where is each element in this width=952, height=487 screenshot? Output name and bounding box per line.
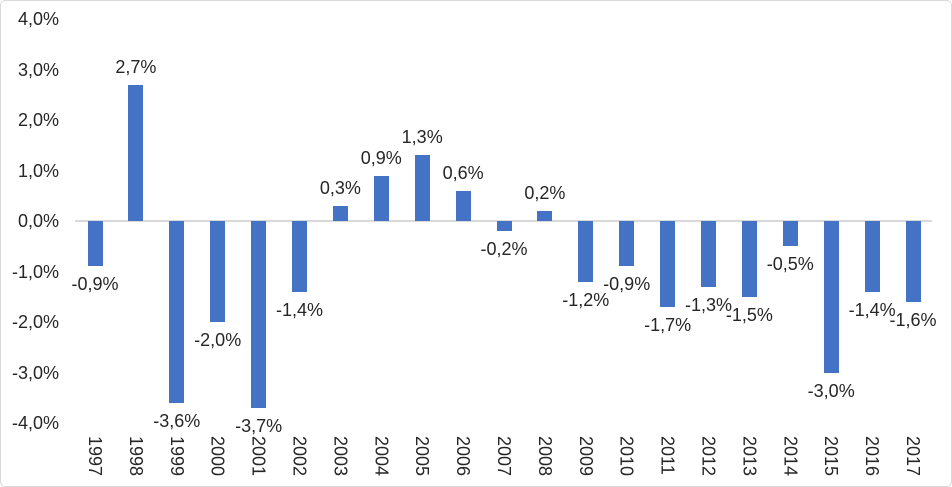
x-axis-zero-line [75, 219, 932, 222]
x-axis-category-label: 1997 [85, 436, 105, 477]
bar-data-label: -3,0% [807, 380, 855, 401]
bar-data-label: 1,3% [401, 127, 443, 148]
x-axis-category-label: 2007 [494, 436, 514, 477]
bar [169, 221, 185, 403]
x-axis-category-label: 2005 [412, 436, 433, 477]
bar [251, 221, 267, 408]
y-axis-tick-label: -2,0% [11, 312, 59, 332]
bar [741, 221, 757, 297]
x-axis-category-label: 2014 [780, 436, 801, 477]
bar [373, 175, 389, 221]
y-axis-tick-label: 0,0% [17, 211, 59, 231]
x-axis-category-label: 2000 [207, 436, 228, 477]
x-axis-category-label: 2012 [698, 436, 719, 477]
bar-data-label: -0,2% [480, 239, 528, 260]
bar-data-label: -1,2% [562, 289, 610, 310]
bar-data-label: -1,4% [848, 299, 896, 320]
x-axis-category-label: 2015 [821, 436, 842, 477]
x-axis-category-label: 2006 [453, 436, 474, 477]
y-axis-tick-label: 1,0% [17, 160, 59, 181]
x-axis-category-label: 2017 [903, 436, 923, 477]
bar [578, 221, 594, 282]
y-axis-tick-label: 3,0% [17, 59, 59, 80]
x-axis-category-label: 2011 [657, 436, 678, 475]
bar-data-label: -0,9% [603, 274, 651, 295]
x-axis-category-label: 1999 [166, 436, 187, 477]
x-axis-category-label: 2008 [534, 436, 555, 477]
bar [496, 221, 512, 232]
bar [87, 221, 103, 267]
x-axis-category-label: 2002 [289, 436, 310, 477]
bar [128, 84, 144, 221]
bar [455, 190, 471, 221]
bar [782, 221, 798, 247]
bar-data-label: 2,7% [115, 56, 157, 77]
bar-data-label: 0,9% [360, 147, 402, 168]
y-axis-tick-label: -4,0% [11, 413, 59, 433]
x-axis-category-label: 2010 [616, 436, 637, 477]
x-axis-category-label: 2004 [371, 436, 392, 477]
x-axis-category-label: 2009 [575, 436, 596, 477]
bar-data-label: -1,6% [889, 309, 937, 330]
bar-data-label: -2,0% [194, 330, 242, 350]
x-axis-category-label: 1998 [125, 436, 146, 477]
y-axis-tick-label: -1,0% [11, 261, 59, 282]
x-axis-category-label: 2001 [248, 436, 269, 477]
y-axis-tick-label: -3,0% [11, 362, 59, 383]
bar [332, 205, 348, 221]
bar-data-label: -1,3% [684, 294, 733, 315]
x-axis-category-label: 2013 [739, 436, 760, 477]
bar [823, 221, 839, 373]
bar-data-label: -1,7% [644, 314, 692, 335]
x-axis-category-label: 2016 [862, 436, 883, 477]
y-axis-tick-label: 2,0% [17, 110, 59, 130]
bar [210, 221, 226, 322]
bar-data-label: -0,5% [766, 254, 814, 275]
bar-data-label: -1,4% [275, 299, 324, 320]
x-axis-category-label: 2003 [330, 436, 351, 477]
y-axis-tick-label: 4,0% [17, 9, 59, 29]
bar [660, 221, 676, 307]
bar-data-label: -1,5% [725, 304, 773, 325]
bar-data-label: -0,9% [71, 274, 119, 295]
bar [905, 221, 921, 302]
bar [864, 221, 880, 292]
bar [701, 221, 716, 287]
bar-data-label: 0,2% [524, 182, 566, 203]
bar [292, 221, 307, 292]
bar [537, 210, 553, 221]
bar-data-label: 0,3% [319, 177, 361, 198]
bar [414, 155, 430, 221]
bar [619, 221, 635, 267]
bar-data-label: -3,7% [235, 415, 283, 436]
bar-data-label: -3,6% [153, 410, 201, 431]
bar-data-label: 0,6% [442, 162, 484, 183]
